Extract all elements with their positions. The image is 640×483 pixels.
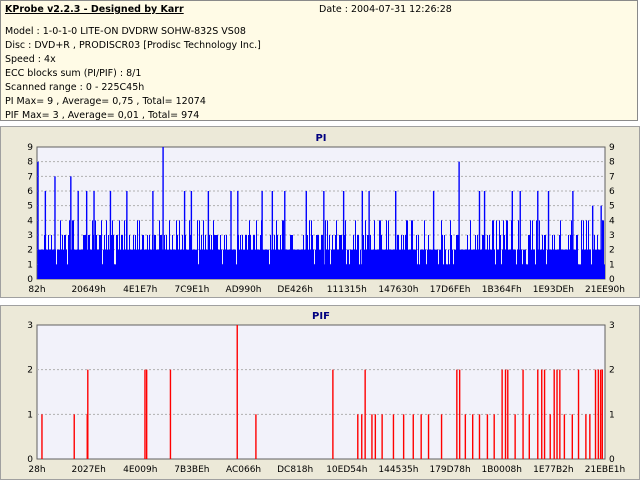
x-tick-label: AD990h: [226, 285, 262, 295]
x-tick-label: 1E93DEh: [533, 285, 574, 295]
x-tick-label: 28h: [28, 465, 45, 475]
y-tick-left: 1: [27, 410, 33, 420]
x-tick-label: 1B364Fh: [482, 285, 522, 295]
y-tick-left: 7: [27, 172, 33, 182]
speed-info: Speed : 4x: [5, 54, 56, 65]
y-tick-right: 7: [609, 172, 615, 182]
x-tick-label: 1E77B2h: [533, 465, 573, 475]
x-tick-label: 2027Eh: [71, 465, 105, 475]
drive-model: Model : 1-0-1-0 LITE-ON DVDRW SOHW-832S …: [5, 26, 246, 37]
y-tick-left: 0: [27, 275, 33, 285]
pif-stats: PIF Max= 3 , Average= 0,01 , Total= 974: [5, 110, 200, 121]
x-tick-label: DC818h: [277, 465, 313, 475]
x-tick-label: 4E009h: [123, 465, 157, 475]
x-tick-label: 7C9E1h: [174, 285, 209, 295]
x-tick-label: 82h: [28, 285, 45, 295]
x-tick-label: 144535h: [378, 465, 418, 475]
y-tick-right: 0: [609, 275, 615, 285]
x-tick-label: 7B3BEh: [174, 465, 209, 475]
x-tick-label: 20649h: [71, 285, 105, 295]
scanned-range: Scanned range : 0 - 225C45h: [5, 82, 145, 93]
pi-chart-panel: PI 0 0 1 1 2 2 3 3 4 4 5 5 6 6 7 7 8 8 9 9 82h 20649h 4E1E7h 7C9…: [0, 126, 640, 298]
x-tick-label: 1B0008h: [481, 465, 522, 475]
chart-title: PI: [315, 133, 326, 144]
app-title: KProbe v2.2.3 - Designed by Karr: [5, 4, 184, 15]
y-tick-right: 2: [609, 366, 615, 376]
x-tick-label: 21EBE1h: [585, 465, 625, 475]
pi-stats: PI Max= 9 , Average= 0,75 , Total= 12074: [5, 96, 206, 107]
pif-chart-panel: PIF 0 0 1 1 2 2 3 3 28h 2027Eh 4E009h 7B3BEh AC066h DC…: [0, 305, 640, 480]
y-tick-right: 2: [609, 246, 615, 256]
x-tick-label: 4E1E7h: [123, 285, 157, 295]
x-tick-label: 17D6FEh: [430, 285, 471, 295]
y-tick-left: 4: [27, 216, 33, 226]
scan-info-panel: KProbe v2.2.3 - Designed by Karr Date : …: [0, 0, 638, 121]
x-tick-label: 179D78h: [429, 465, 470, 475]
y-tick-right: 1: [609, 410, 615, 420]
y-tick-right: 1: [609, 260, 615, 270]
y-tick-right: 6: [609, 187, 615, 197]
pi-chart: PI 0 0 1 1 2 2 3 3 4 4 5 5 6 6 7 7 8 8 9 9 82h 20649h 4E1E7h 7C9…: [27, 133, 625, 295]
x-tick-label: 21EE90h: [585, 285, 625, 295]
y-tick-left: 8: [27, 158, 33, 168]
scan-date: Date : 2004-07-31 12:26:28: [319, 4, 452, 15]
y-tick-right: 3: [609, 231, 615, 241]
x-tick-label: DE426h: [277, 285, 313, 295]
pif-chart: PIF 0 0 1 1 2 2 3 3 28h 2027Eh 4E009h 7B3BEh AC066h DC…: [27, 311, 625, 475]
y-tick-left: 6: [27, 187, 33, 197]
y-tick-left: 3: [27, 231, 33, 241]
y-tick-right: 0: [609, 455, 615, 465]
y-tick-left: 0: [27, 455, 33, 465]
y-tick-left: 9: [27, 143, 33, 153]
y-tick-left: 3: [27, 321, 33, 331]
plot-area: [36, 324, 606, 460]
y-tick-left: 1: [27, 260, 33, 270]
x-tick-label: 147630h: [378, 285, 418, 295]
y-tick-right: 5: [609, 202, 615, 212]
x-tick-label: AC066h: [226, 465, 261, 475]
disc-info: Disc : DVD+R , PRODISCR03 [Prodisc Techn…: [5, 40, 261, 51]
y-tick-left: 2: [27, 366, 33, 376]
y-tick-right: 3: [609, 321, 615, 331]
y-tick-left: 5: [27, 202, 33, 212]
y-tick-left: 2: [27, 246, 33, 256]
ecc-blocks-info: ECC blocks sum (PI/PIF) : 8/1: [5, 68, 142, 79]
y-tick-right: 9: [609, 143, 615, 153]
y-tick-right: 4: [609, 216, 615, 226]
x-tick-label: 111315h: [327, 285, 367, 295]
noise-bars: [38, 220, 605, 279]
x-tick-label: 10ED54h: [326, 465, 367, 475]
chart-title: PIF: [312, 311, 330, 322]
y-tick-right: 8: [609, 158, 615, 168]
